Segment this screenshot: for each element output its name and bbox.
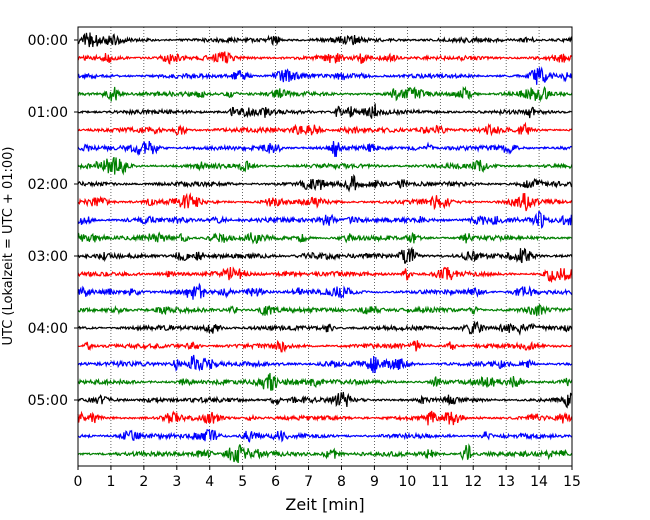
x-tick-label: 12 <box>464 474 482 490</box>
trace-row <box>77 391 573 409</box>
trace-row <box>77 32 573 48</box>
plot-frame <box>77 26 573 467</box>
y-axis: 00:00 01:00 02:00 03:00 04:00 05:00 <box>28 33 78 409</box>
trace-row <box>77 303 572 317</box>
x-tick-label: 6 <box>271 474 280 490</box>
trace-row <box>77 339 573 353</box>
y-tick-label: 05:00 <box>28 393 68 409</box>
x-tick-label: 7 <box>304 474 313 490</box>
trace-row <box>77 173 573 193</box>
x-tick-label: 5 <box>238 474 247 490</box>
y-tick-label: 03:00 <box>28 249 68 265</box>
seismic-traces <box>77 32 573 464</box>
x-tick-label: 2 <box>139 474 148 490</box>
x-tick-label: 3 <box>172 474 181 490</box>
vertical-gridlines <box>110 27 540 466</box>
x-tick-label: 10 <box>398 474 416 490</box>
y-tick-label: 00:00 <box>28 33 68 49</box>
x-tick-label: 13 <box>497 474 515 490</box>
trace-row <box>77 443 573 464</box>
trace-row <box>77 103 573 119</box>
y-tick-label: 04:00 <box>28 321 68 337</box>
x-tick-label: 11 <box>431 474 449 490</box>
x-tick-label: 9 <box>370 474 379 490</box>
trace-row <box>77 410 573 426</box>
x-tick-label: 14 <box>530 474 548 490</box>
trace-row <box>77 66 573 85</box>
x-axis: 0 1 2 3 4 5 6 7 8 9 10 11 12 13 14 15 <box>74 466 581 490</box>
trace-row <box>77 140 573 158</box>
y-tick-label: 01:00 <box>28 105 68 121</box>
plot-background <box>78 27 572 466</box>
x-tick-label: 8 <box>337 474 346 490</box>
trace-row <box>77 246 573 264</box>
trace-row <box>77 231 573 245</box>
trace-row <box>77 320 573 336</box>
x-tick-label: 0 <box>74 474 83 490</box>
x-tick-label: 15 <box>563 474 581 490</box>
trace-row <box>77 428 573 443</box>
trace-row <box>77 372 573 391</box>
trace-row <box>77 156 573 176</box>
trace-row <box>77 85 573 103</box>
trace-row <box>77 51 573 65</box>
x-tick-label: 4 <box>205 474 214 490</box>
trace-row <box>77 282 573 300</box>
trace-row <box>77 266 573 284</box>
trace-row <box>77 354 573 374</box>
x-axis-label: Zeit [min] <box>285 495 364 514</box>
trace-row <box>77 211 573 229</box>
y-tick-label: 02:00 <box>28 177 68 193</box>
trace-row <box>77 121 572 137</box>
y-axis-label: UTC (Lokalzeit = UTC + 01:00) <box>1 147 16 346</box>
x-tick-label: 1 <box>106 474 115 490</box>
trace-row <box>77 192 573 212</box>
